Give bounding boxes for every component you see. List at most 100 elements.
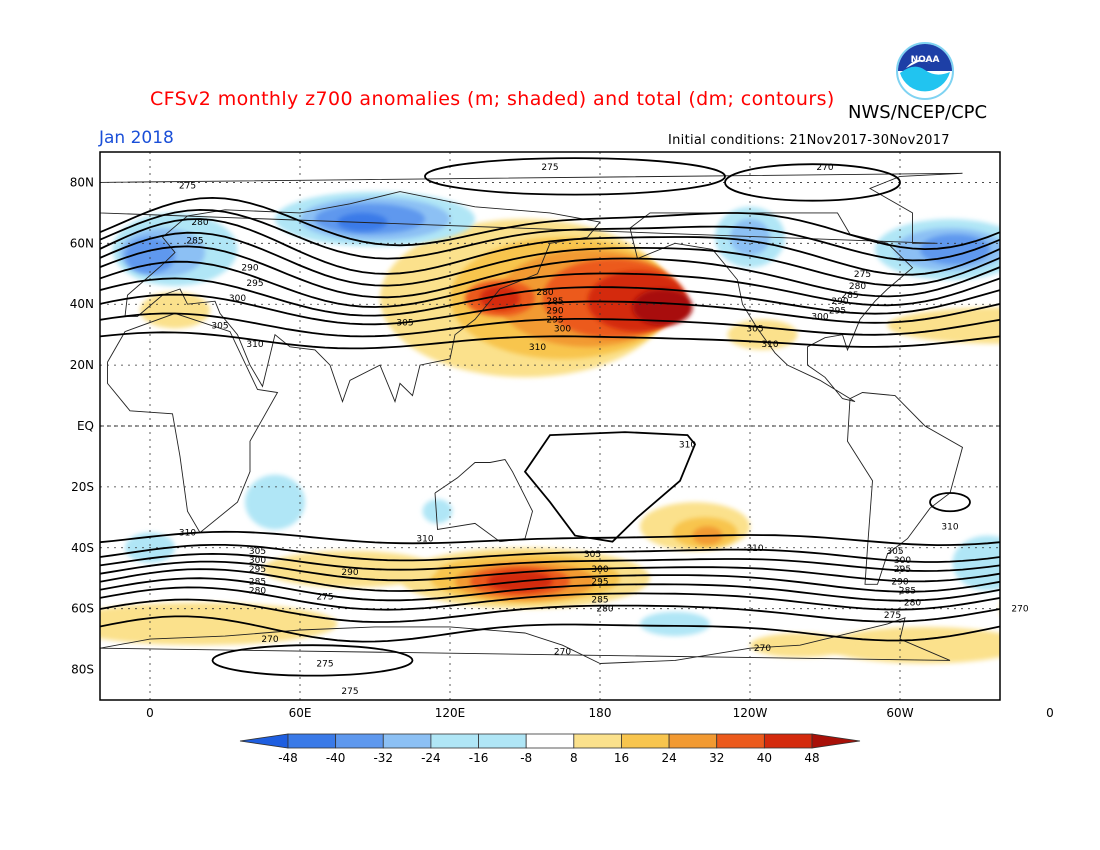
colorbar-swatch <box>335 733 384 749</box>
contour-label: 310 <box>941 522 958 532</box>
colorbar-swatch <box>668 733 718 749</box>
contour-label: 300 <box>554 325 571 335</box>
coastline <box>107 312 279 534</box>
colorbar-swatch <box>382 733 432 749</box>
contour-label: 305 <box>211 322 228 332</box>
contour-label: 310 <box>246 340 263 350</box>
contour-label: 310 <box>761 340 778 350</box>
contour-label: 275 <box>341 687 358 697</box>
lon-label: 180 <box>589 706 612 720</box>
lat-label: 20S <box>71 480 94 494</box>
lat-label: 80S <box>71 663 94 677</box>
colorbar-tick-label: 48 <box>804 751 819 765</box>
contour-labels: 275 2702752802852902953003053103052802852… <box>179 163 1029 697</box>
colorbar-tick-label: -40 <box>326 751 346 765</box>
colorbar-swatch <box>287 733 337 749</box>
contour-label: 310 <box>179 529 196 539</box>
contour-label: 280 <box>249 586 266 596</box>
height-contours <box>100 157 1000 677</box>
coastline <box>100 172 963 244</box>
contour-label: 290 <box>341 568 358 578</box>
lat-label: 80N <box>70 175 94 189</box>
lon-label: 120W <box>733 706 768 720</box>
colorbar-tick-label: -8 <box>520 751 532 765</box>
contour-label: 275 <box>884 611 901 621</box>
anomaly-shading <box>100 191 1045 664</box>
contour-label: 300 <box>811 312 828 322</box>
contour-label: 280 <box>536 288 553 298</box>
chart-title: CFSv2 monthly z700 anomalies (m; shaded)… <box>150 88 835 110</box>
contour-label: 295 <box>894 565 911 575</box>
contour-label: 270 <box>554 647 571 657</box>
contour-line <box>100 312 1000 338</box>
colorbar-tick-label: 16 <box>614 751 629 765</box>
coastline <box>0 618 50 664</box>
anomaly-blob <box>245 474 305 530</box>
anomaly-blob <box>480 285 520 311</box>
anomaly-blob <box>140 292 210 329</box>
contour-label: 305 <box>396 318 413 328</box>
contour-line <box>100 196 1000 251</box>
contour-label: 270 <box>816 163 833 173</box>
anomaly-blob <box>825 626 1000 664</box>
svg-text:NOAA: NOAA <box>911 55 940 65</box>
contour-line <box>100 530 1000 547</box>
anomaly-blob <box>640 611 710 637</box>
colorbar-arrow-left <box>239 733 289 749</box>
contour-label: 295 <box>546 315 563 325</box>
contour-label: 270 <box>754 644 771 654</box>
contour-line <box>929 492 971 513</box>
contour-line <box>100 586 1000 611</box>
colorbar-tick-label: 24 <box>661 751 676 765</box>
contour-line <box>100 560 1000 583</box>
anomaly-blob <box>1005 295 1045 325</box>
contour-label: 300 <box>591 565 608 575</box>
colorbar-tick-label: -24 <box>421 751 441 765</box>
anomaly-blob <box>100 602 338 646</box>
contour-label: 290 <box>241 264 258 274</box>
colorbar-arrow-right <box>811 733 861 749</box>
contour-line <box>100 577 1000 602</box>
contour-label: 310 <box>746 544 763 554</box>
agency-label: NWS/NCEP/CPC <box>848 102 988 123</box>
contour-label: 270 <box>261 635 278 645</box>
colorbar: -48 -40 -32 -24 -16 -8 8 16 24 32 40 48 <box>239 733 861 765</box>
contour-label: 285 <box>841 291 858 301</box>
contour-label: 280 <box>904 599 921 609</box>
colorbar-tick-label: -32 <box>373 751 393 765</box>
lon-label: 60W <box>886 706 913 720</box>
lat-label: 60S <box>71 602 94 616</box>
anomaly-blob <box>422 499 453 524</box>
contour-label: 295 <box>249 565 266 575</box>
coastline <box>0 393 63 585</box>
contour-line <box>100 293 1000 326</box>
coastline <box>629 212 914 403</box>
contour-line <box>100 277 1000 317</box>
contour-label: 285 <box>186 236 203 246</box>
contour-line <box>100 260 1000 308</box>
anomaly-blob <box>952 535 1000 591</box>
contour-label: 275 <box>541 163 558 173</box>
contour-label: 290 <box>546 306 563 316</box>
colorbar-swatch <box>478 733 527 749</box>
lat-label: 60N <box>70 236 94 250</box>
colorbar-tick-label: 8 <box>570 751 578 765</box>
contour-label: 285 <box>249 577 266 587</box>
contour-label: 275 <box>854 270 871 280</box>
contour-label: 300 <box>894 556 911 566</box>
lon-label: 0 <box>1046 706 1054 720</box>
contour-line <box>100 218 1000 276</box>
lat-label: EQ <box>77 419 94 433</box>
colorbar-swatch <box>573 733 622 749</box>
colorbar-swatch <box>430 733 479 749</box>
contour-line <box>100 598 1000 623</box>
colorbar-tick-label: -16 <box>469 751 489 765</box>
noaa-logo-icon: NOAA <box>896 42 954 100</box>
colorbar-tick-label: 32 <box>709 751 724 765</box>
contour-label: 280 <box>849 282 866 292</box>
contour-label: 305 <box>249 547 266 557</box>
initial-conditions: Initial conditions: 21Nov2017-30Nov2017 <box>668 133 950 148</box>
colorbar-swatch <box>763 733 813 749</box>
contour-line <box>100 331 1000 350</box>
